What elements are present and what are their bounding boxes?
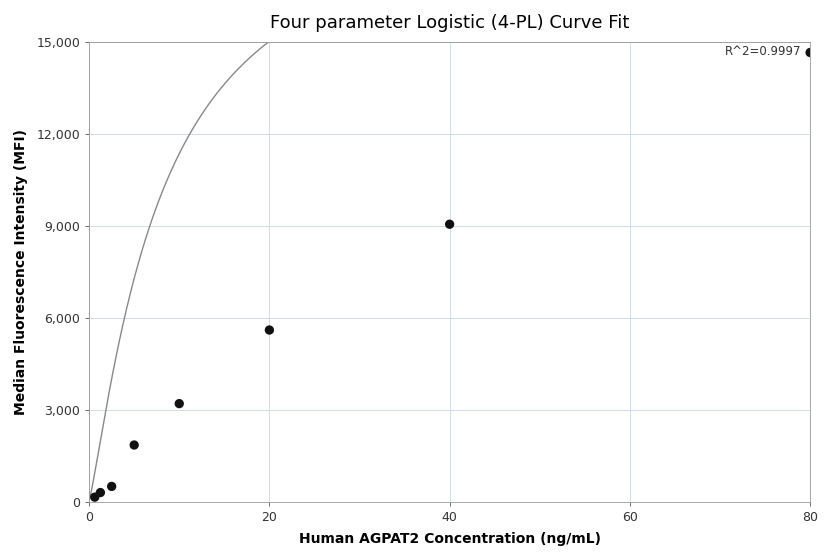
Point (172, 399, 186, 408)
Point (127, 441, 141, 450)
Point (443, 220, 456, 228)
Y-axis label: Median Fluorescence Intensity (MFI): Median Fluorescence Intensity (MFI) (14, 129, 28, 415)
Point (804, 48, 817, 57)
Title: Four parameter Logistic (4-PL) Curve Fit: Four parameter Logistic (4-PL) Curve Fit (270, 14, 629, 32)
Point (263, 325, 276, 334)
Point (105, 482, 118, 491)
X-axis label: Human AGPAT2 Concentration (ng/mL): Human AGPAT2 Concentration (ng/mL) (299, 532, 601, 546)
Text: R^2=0.9997: R^2=0.9997 (725, 45, 801, 58)
Point (94, 488, 107, 497)
Point (88, 493, 102, 502)
